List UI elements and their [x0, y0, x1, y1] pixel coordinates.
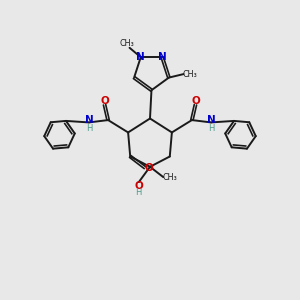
Text: N: N [158, 52, 167, 62]
Text: N: N [136, 52, 145, 62]
Text: O: O [145, 163, 154, 173]
Text: CH₃: CH₃ [183, 70, 197, 79]
Text: H: H [86, 124, 92, 133]
Text: O: O [191, 96, 200, 106]
Text: H: H [208, 124, 214, 133]
Text: H: H [136, 188, 142, 197]
Text: CH₃: CH₃ [120, 39, 135, 48]
Text: N: N [207, 116, 215, 125]
Text: CH₃: CH₃ [162, 172, 177, 182]
Text: O: O [100, 96, 109, 106]
Text: O: O [134, 181, 143, 191]
Text: N: N [85, 116, 93, 125]
